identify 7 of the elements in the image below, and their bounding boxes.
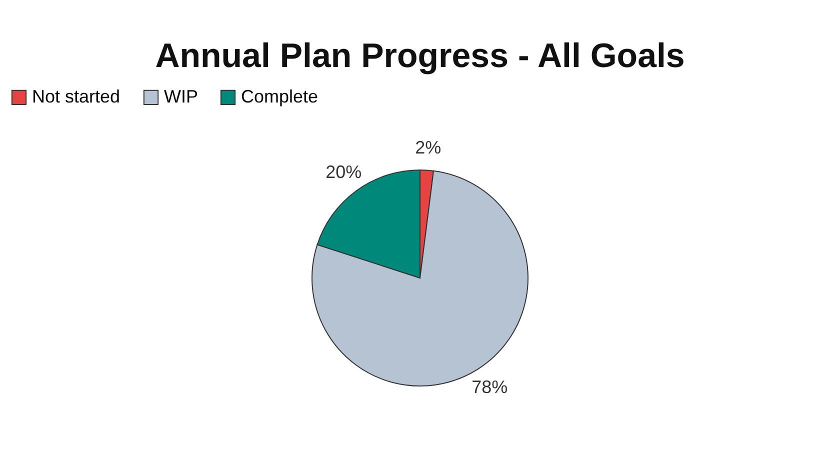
data-label: 20% <box>326 162 362 182</box>
data-label: 2% <box>415 137 442 158</box>
legend-label: Complete <box>241 86 318 106</box>
legend-label: WIP <box>164 86 198 106</box>
chart-title: Annual Plan Progress - All Goals <box>155 37 685 75</box>
data-label: 78% <box>472 376 508 397</box>
legend-label: Not started <box>32 86 120 106</box>
